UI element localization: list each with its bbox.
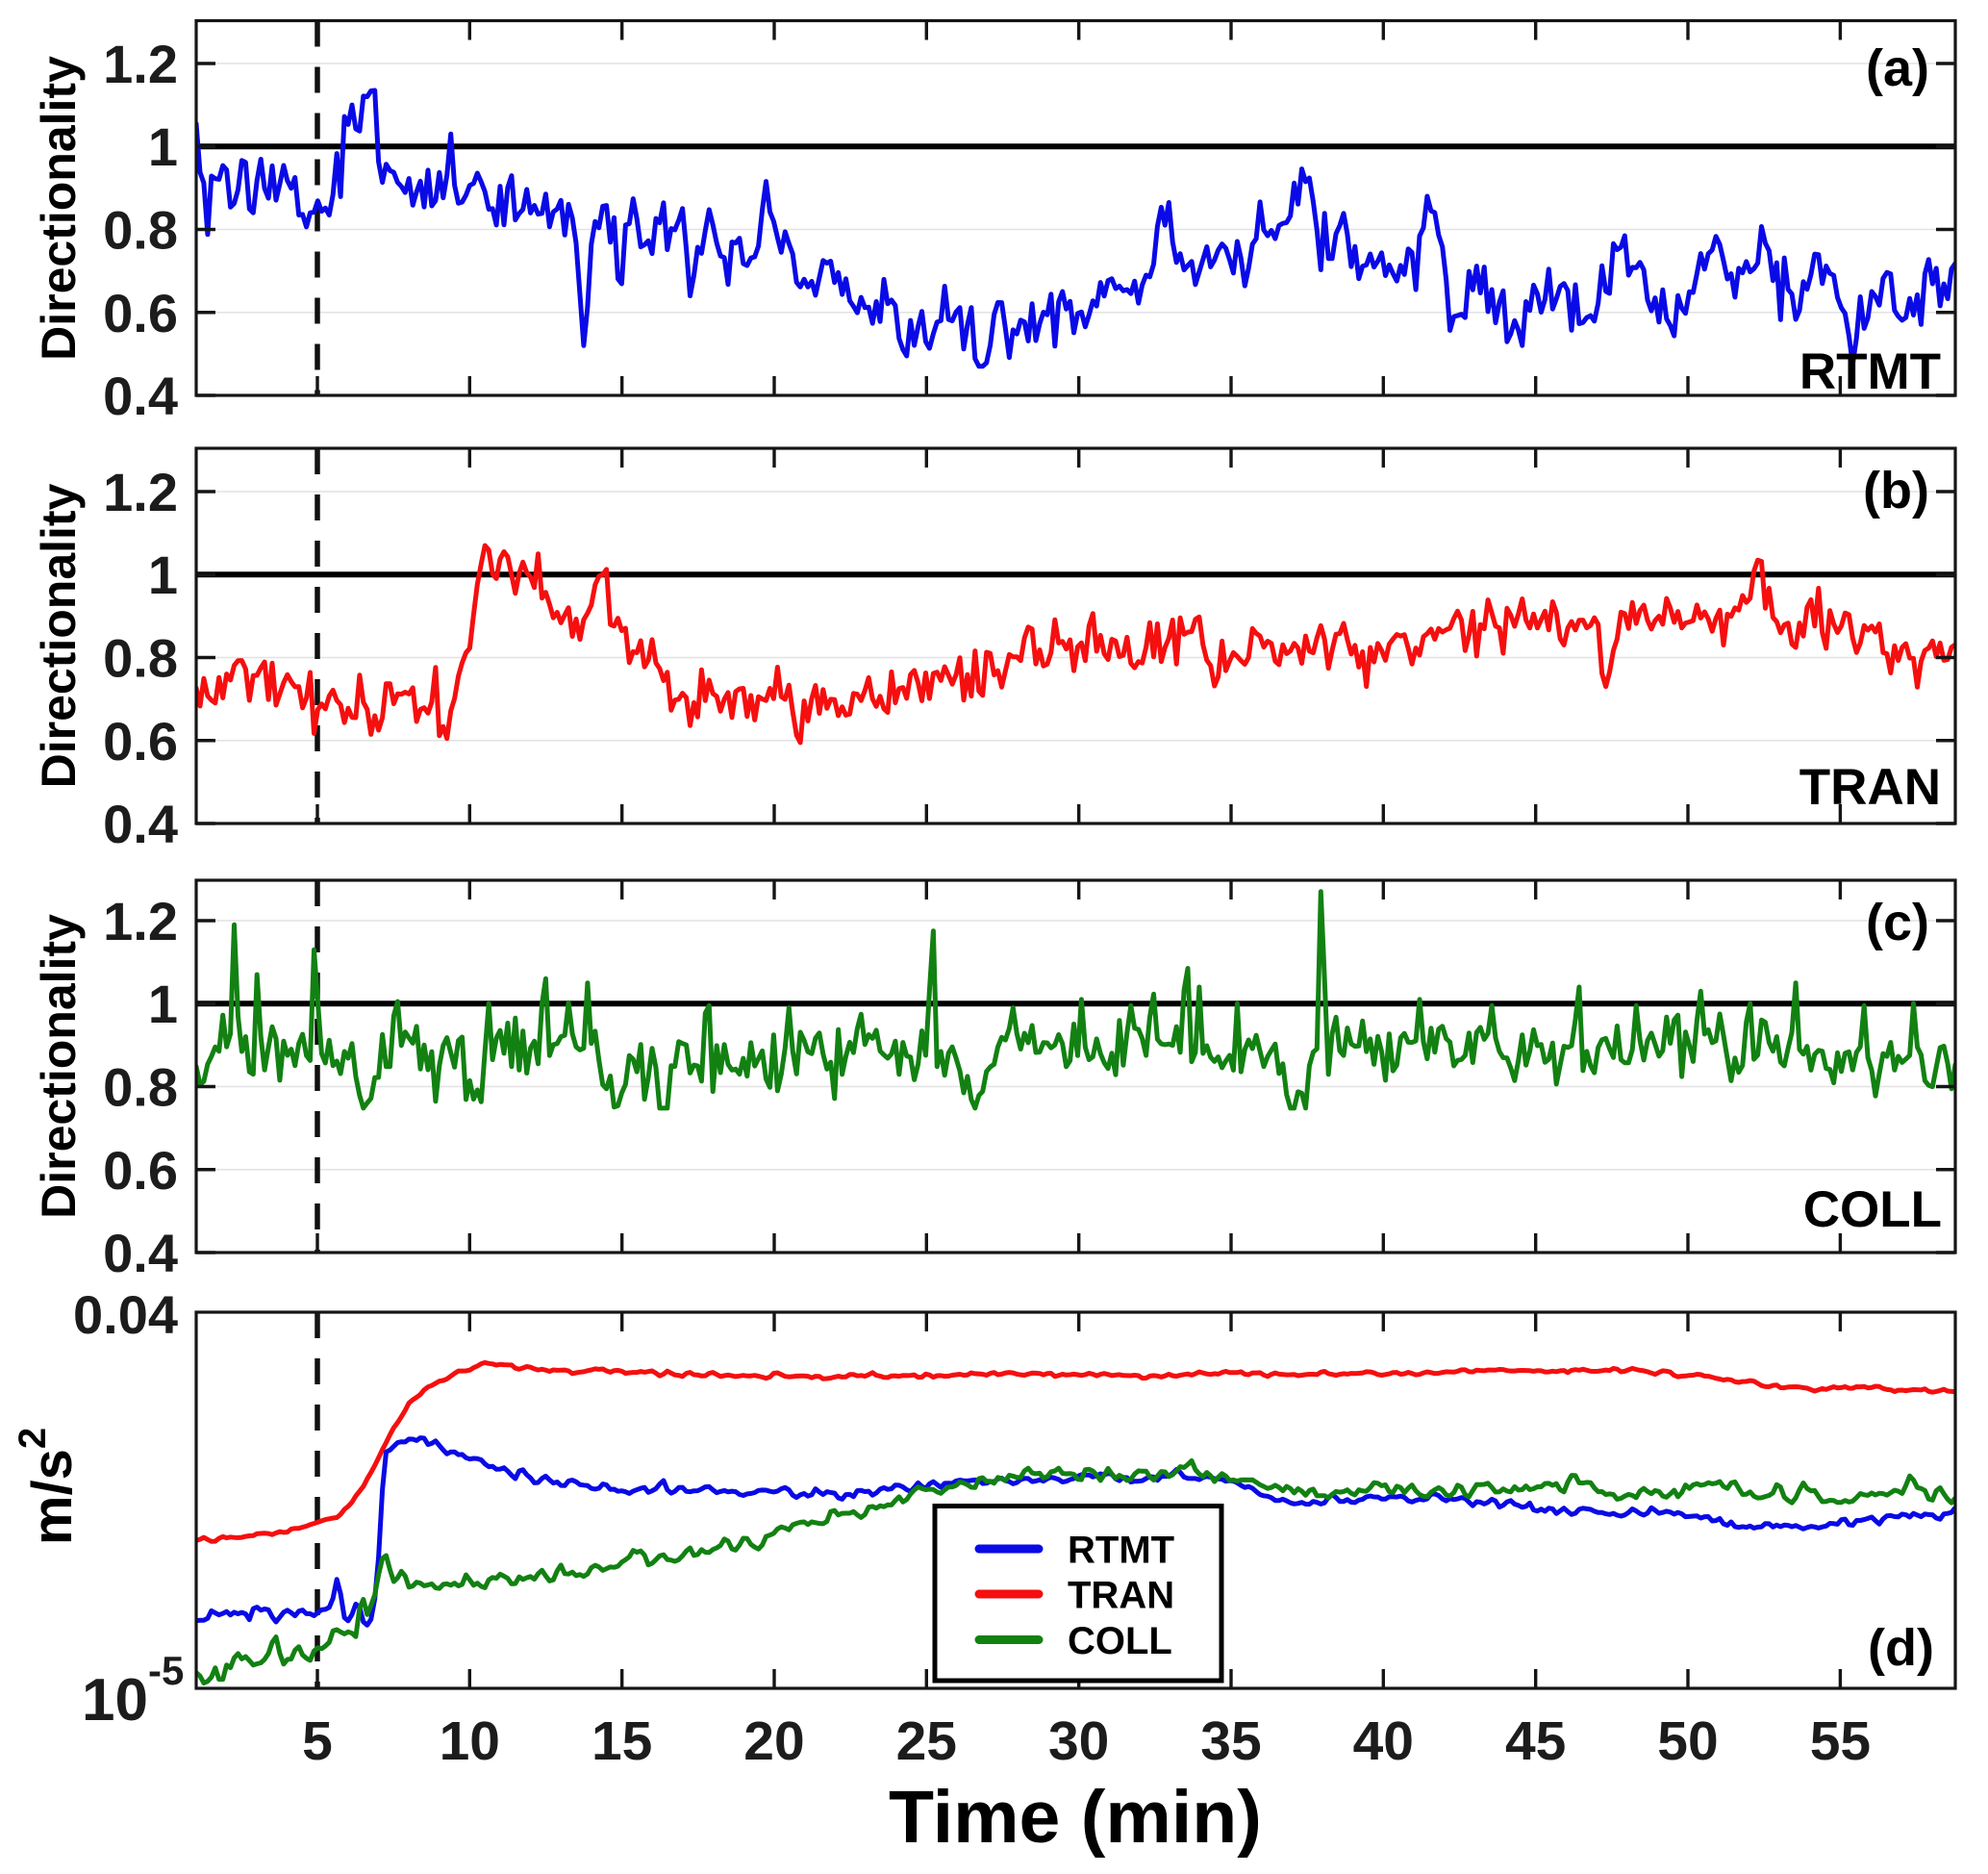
svg-text:0.4: 0.4: [103, 366, 178, 426]
svg-text:45: 45: [1505, 1710, 1566, 1772]
svg-text:40: 40: [1353, 1710, 1414, 1772]
svg-text:Directionality: Directionality: [32, 914, 86, 1219]
svg-text:COLL: COLL: [1803, 1181, 1942, 1238]
svg-text:35: 35: [1200, 1710, 1261, 1772]
svg-text:0.04: 0.04: [73, 1284, 178, 1345]
svg-text:Directionality: Directionality: [32, 56, 86, 361]
svg-text:0.8: 0.8: [103, 1057, 178, 1118]
svg-text:0.6: 0.6: [103, 283, 178, 343]
svg-text:1.2: 1.2: [103, 891, 178, 951]
svg-text:-5: -5: [148, 1648, 184, 1693]
svg-text:0.4: 0.4: [103, 1223, 178, 1283]
svg-text:(d): (d): [1868, 1619, 1934, 1677]
svg-text:RTMT: RTMT: [1068, 1530, 1174, 1572]
svg-text:15: 15: [591, 1710, 652, 1772]
svg-text:TRAN: TRAN: [1068, 1575, 1174, 1617]
svg-text:Time (min): Time (min): [889, 1776, 1262, 1859]
svg-text:1: 1: [148, 974, 178, 1034]
svg-text:(c): (c): [1866, 894, 1929, 951]
svg-text:1.2: 1.2: [103, 462, 178, 522]
svg-text:1.2: 1.2: [103, 34, 178, 94]
svg-text:10: 10: [82, 1667, 148, 1734]
svg-text:25: 25: [896, 1710, 957, 1772]
svg-text:TRAN: TRAN: [1799, 759, 1941, 816]
svg-text:30: 30: [1048, 1710, 1109, 1772]
svg-text:10: 10: [440, 1710, 500, 1772]
svg-text:(a): (a): [1866, 39, 1929, 97]
svg-text:0.6: 0.6: [103, 1140, 178, 1201]
svg-text:55: 55: [1810, 1710, 1871, 1772]
svg-text:0.4: 0.4: [103, 794, 178, 854]
svg-text:COLL: COLL: [1068, 1620, 1172, 1662]
svg-text:0.6: 0.6: [103, 711, 178, 772]
svg-text:RTMT: RTMT: [1799, 343, 1941, 400]
svg-text:0.8: 0.8: [103, 200, 178, 261]
svg-text:1: 1: [148, 116, 178, 177]
svg-text:20: 20: [743, 1710, 804, 1772]
svg-text:(b): (b): [1863, 462, 1929, 519]
svg-text:Directionality: Directionality: [32, 483, 86, 788]
svg-text:5: 5: [302, 1710, 333, 1772]
svg-text:50: 50: [1657, 1710, 1718, 1772]
svg-text:1: 1: [148, 544, 178, 605]
svg-text:0.8: 0.8: [103, 628, 178, 689]
